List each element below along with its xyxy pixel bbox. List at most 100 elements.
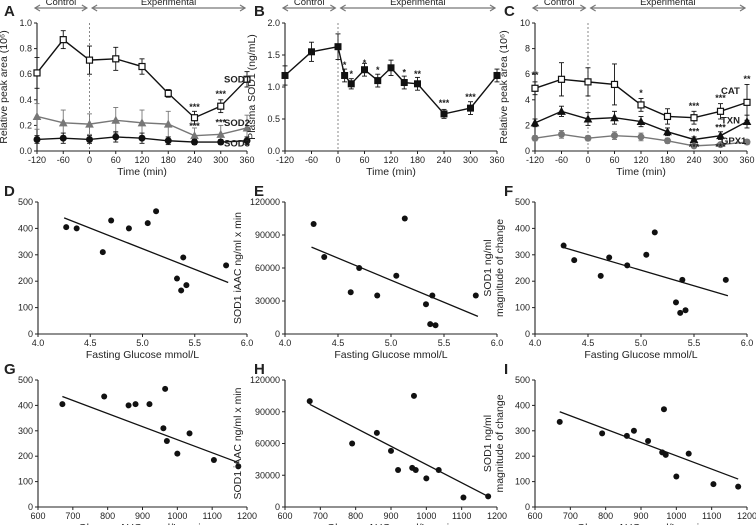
x-tick-label: 5.0: [136, 338, 149, 348]
series-sod2: SOD2: [32, 103, 252, 144]
y-tick-label: 0.0: [267, 146, 280, 156]
panel-E-plot: [310, 215, 479, 329]
x-tick-label: 300: [713, 155, 728, 165]
panel-H-plot: [306, 392, 492, 501]
panel-label-d: D: [4, 183, 15, 200]
y-tick-label: 300: [515, 426, 530, 436]
x-axis-label: Glucose AUC mmol/L x min: [327, 522, 455, 525]
y-tick-label: 500: [515, 375, 530, 385]
y-tick-label: 120000: [250, 197, 280, 207]
significance-marker: ***: [465, 92, 476, 102]
x-axis-label: Glucose AUC mmol/L x min: [79, 522, 207, 525]
x-tick-label: 120: [633, 155, 648, 165]
control-bracket-arrow-left: [531, 4, 539, 12]
y-axis-label: SOD1 ng/mlmagnitude of change: [482, 394, 506, 492]
data-point: [144, 220, 151, 227]
data-point: [673, 473, 680, 480]
series-gpx1: GPX1: [531, 130, 751, 150]
data-point: [710, 481, 717, 488]
x-axis-label: Time (min): [366, 166, 416, 178]
panel-B-plot: Control Experimental**** * ********: [281, 0, 501, 151]
data-point: [86, 135, 93, 143]
data-point: [637, 133, 645, 141]
y-tick-label: 100: [18, 477, 33, 487]
x-tick-label: 900: [135, 511, 150, 521]
data-point: [125, 402, 132, 409]
x-tick-label: 6.0: [741, 338, 754, 348]
panel-label-i: I: [504, 361, 508, 378]
x-tick-label: 360: [239, 155, 254, 165]
regression-line: [311, 246, 479, 318]
data-point: [412, 466, 419, 473]
experimental-phase-label: Experimental: [141, 0, 196, 8]
data-point: [393, 272, 400, 279]
data-point: [321, 254, 328, 260]
x-tick-label: 600: [527, 511, 542, 521]
y-tick-label: 0.2: [19, 120, 32, 130]
significance-marker: ***: [215, 89, 226, 99]
experimental-bracket-arrow-left: [589, 4, 596, 12]
significance-marker: **: [743, 74, 751, 84]
regression-line: [309, 403, 489, 497]
data-point: [243, 75, 251, 83]
x-tick-label: 4.0: [529, 338, 542, 348]
data-point: [223, 262, 230, 269]
significance-marker: ***: [715, 93, 726, 103]
data-point: [597, 272, 604, 279]
regression-line: [559, 411, 739, 480]
x-axis-label: Fasting Glucose mmol/L: [86, 349, 199, 361]
regression-line: [561, 246, 729, 297]
y-tick-label: 400: [18, 400, 33, 410]
experimental-bracket-arrow-left: [339, 4, 346, 12]
data-point: [716, 131, 725, 140]
y-tick-label: 400: [515, 400, 530, 410]
y-tick-label: 60000: [255, 263, 280, 273]
y-tick-label: 0: [525, 502, 530, 512]
data-point: [217, 102, 225, 110]
data-point: [374, 77, 382, 85]
data-point: [125, 225, 132, 232]
data-point: [651, 229, 658, 236]
y-axis-label: Relative peak area (10⁶): [0, 30, 10, 143]
x-axis-label: Fasting Glucose mmol/L: [584, 349, 697, 361]
significance-marker: *: [349, 69, 353, 79]
x-tick-label: -60: [555, 155, 568, 165]
y-tick-label: 0.8: [19, 44, 32, 54]
y-axis-label: SOD1 iAAC ng/ml x min: [232, 387, 244, 499]
x-tick-label: 800: [348, 511, 363, 521]
data-point: [112, 55, 120, 63]
data-point: [164, 137, 172, 145]
data-point: [310, 221, 317, 227]
data-point: [59, 401, 66, 408]
y-tick-label: 8: [525, 44, 530, 54]
data-point: [347, 80, 355, 88]
control-bracket-arrow-left: [33, 4, 41, 12]
x-tick-label: 600: [277, 511, 292, 521]
data-point: [32, 111, 42, 120]
x-axis-label: Time (min): [616, 166, 666, 178]
panel-label-b: B: [254, 3, 265, 20]
y-tick-label: 30000: [255, 296, 280, 306]
y-tick-label: 60000: [255, 439, 280, 449]
panel-D-axes: 4.0 4.5 5.0 5.5 6.0 0 100 200 300 400 500 Fasting G…: [18, 197, 253, 361]
data-point: [63, 224, 70, 231]
x-tick-label: 60: [609, 155, 619, 165]
data-point: [112, 133, 120, 141]
panel-H-axes: 600 700 800 900 1000 1100 1200 0 30000 60000 90000…: [232, 375, 507, 525]
data-point: [662, 451, 669, 458]
data-point: [422, 301, 429, 308]
data-point: [557, 75, 566, 83]
y-tick-label: 1.0: [19, 18, 32, 28]
data-point: [347, 289, 354, 296]
panel-I-plot: [556, 406, 742, 490]
series-cat: CAT: [531, 62, 751, 125]
y-axis-label: SOD1 ng/mlmagnitude of change: [482, 219, 506, 317]
y-tick-label: 6: [525, 69, 530, 79]
data-point: [178, 287, 185, 294]
data-point: [467, 104, 474, 112]
x-tick-label: 1000: [666, 511, 686, 521]
data-point: [33, 69, 41, 77]
significance-marker: ***: [715, 123, 726, 133]
panel-A-axes: -120 -60 0 60 120 180 240 300 360 0.0 0.2 0.4 0.6 0.8…: [0, 18, 255, 178]
data-point: [138, 134, 146, 142]
